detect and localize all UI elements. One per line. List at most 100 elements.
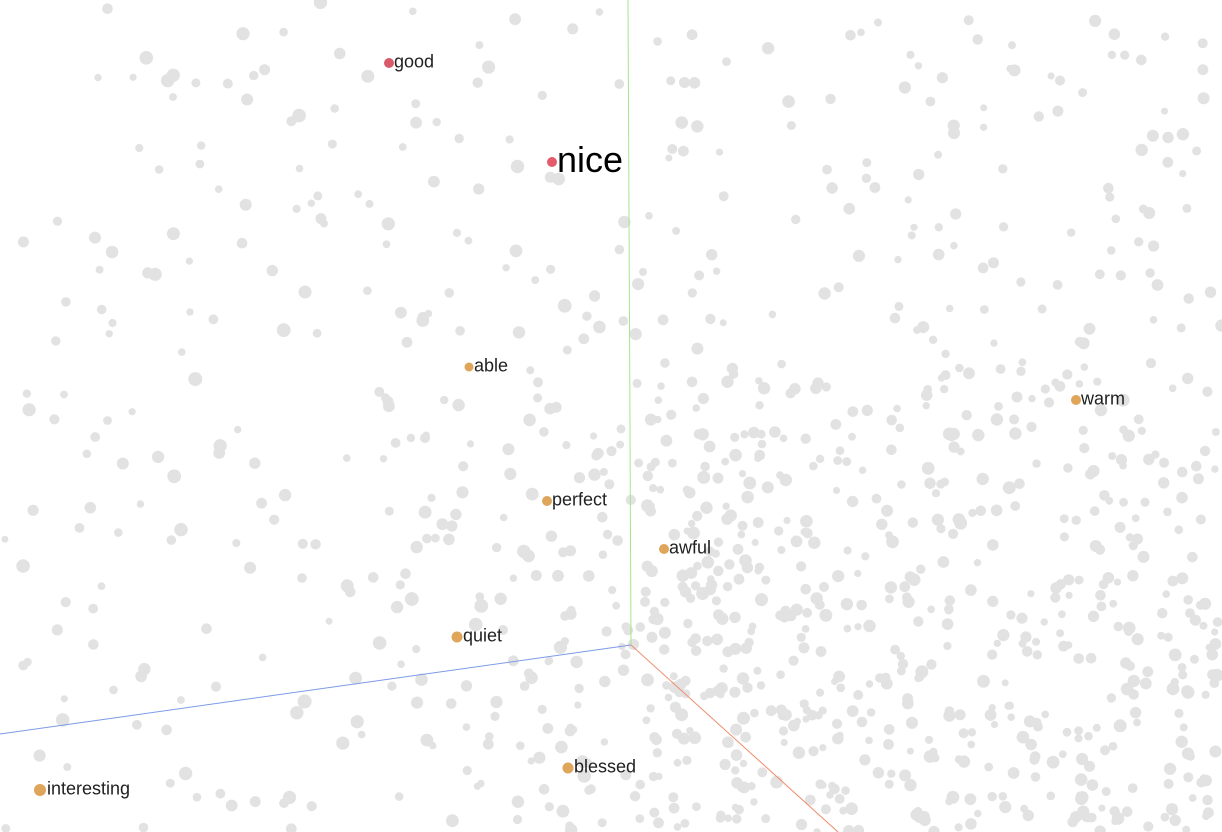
embedding-point	[963, 15, 974, 26]
embedding-point	[1095, 590, 1106, 601]
embedding-point	[665, 154, 673, 162]
embedding-point	[88, 603, 99, 614]
embedding-point	[931, 513, 945, 526]
embedding-point	[693, 429, 704, 440]
label-blessed[interactable]: blessed	[574, 756, 637, 777]
embedding-point	[530, 570, 542, 581]
embedding-point	[588, 290, 601, 302]
embedding-point	[167, 469, 182, 484]
embedding-point	[395, 306, 407, 319]
label-good[interactable]: good	[394, 51, 435, 72]
embedding-point	[668, 792, 679, 803]
embedding-point	[921, 461, 935, 475]
embedding-point	[834, 794, 845, 804]
embedding-point	[861, 404, 873, 416]
embedding-point	[472, 77, 483, 88]
embedding-point	[702, 635, 713, 647]
embedding-point	[687, 288, 697, 298]
embedding-point	[753, 666, 762, 675]
embedding-point	[1059, 532, 1069, 542]
embedding-point	[105, 245, 119, 259]
embedding-point	[937, 374, 946, 382]
embedding-point	[295, 164, 304, 173]
embedding-point	[333, 47, 346, 60]
label-nice[interactable]: nice	[557, 138, 624, 180]
embedding-point	[841, 786, 850, 795]
embedding-point	[410, 116, 422, 129]
embedding-point	[519, 681, 530, 691]
embedding-point	[716, 810, 726, 820]
embedding-point	[697, 470, 711, 484]
embedding-point	[259, 64, 271, 76]
point-interesting[interactable]	[34, 784, 46, 796]
embedding-point	[818, 706, 827, 715]
label-warm[interactable]: warm	[1081, 388, 1125, 409]
embedding-point	[269, 514, 280, 525]
point-able[interactable]	[464, 362, 474, 372]
point-warm[interactable]	[1071, 395, 1081, 405]
embedding-point	[641, 560, 653, 572]
embedding-point	[598, 550, 608, 559]
point-awful[interactable]	[659, 544, 669, 554]
embedding-point	[1083, 760, 1096, 772]
embedding-point	[796, 632, 806, 643]
embedding-point	[730, 723, 743, 736]
embedding-point	[1148, 240, 1160, 252]
point-perfect[interactable]	[542, 496, 552, 506]
embedding-point	[668, 528, 681, 541]
embedding-point	[798, 642, 810, 654]
embedding-point	[724, 559, 735, 570]
point-good[interactable]	[384, 58, 394, 68]
embedding-point	[292, 204, 301, 213]
embedding-point	[999, 801, 1012, 814]
embedding-point	[1190, 654, 1199, 664]
embedding-point	[972, 34, 983, 45]
embedding-point	[1018, 639, 1027, 648]
embedding-point	[751, 538, 759, 547]
embedding-point	[715, 682, 728, 695]
embedding-point	[980, 123, 988, 131]
embedding-point	[490, 695, 503, 709]
label-awful[interactable]: awful	[669, 537, 712, 558]
embedding-point	[109, 685, 118, 695]
embedding-point	[1145, 268, 1155, 278]
embedding-point	[512, 326, 526, 339]
embedding-point	[742, 682, 753, 693]
embedding-point	[928, 825, 940, 832]
embedding-point	[1006, 610, 1016, 620]
embedding-point	[683, 618, 693, 629]
embedding-point	[956, 447, 965, 456]
point-nice[interactable]	[547, 157, 557, 167]
embedding-point	[509, 13, 521, 26]
point-quiet[interactable]	[451, 631, 463, 643]
embedding-point	[166, 535, 177, 545]
label-quiet[interactable]: quiet	[463, 625, 503, 646]
embedding-point	[188, 372, 203, 387]
label-interesting[interactable]: interesting	[47, 778, 131, 799]
embedding-point	[977, 262, 989, 274]
embedding-point	[427, 493, 436, 502]
point-blessed[interactable]	[562, 762, 574, 774]
embedding-point	[601, 626, 612, 637]
embedding-point	[1131, 633, 1144, 646]
embedding-point	[739, 759, 748, 768]
embedding-point	[1183, 595, 1193, 605]
embedding-point	[1076, 791, 1089, 804]
embedding-point	[249, 457, 261, 469]
embedding-point	[693, 561, 702, 571]
embedding-point	[977, 674, 990, 688]
embedding-point	[678, 145, 689, 157]
embedding-point	[660, 358, 670, 368]
embedding-point	[711, 633, 723, 646]
embedding-point	[902, 592, 912, 603]
embedding-point	[82, 449, 92, 459]
label-perfect[interactable]: perfect	[552, 489, 608, 510]
embedding-point	[1026, 421, 1037, 432]
embedding-point	[325, 617, 333, 625]
embedding-point	[142, 267, 154, 279]
embedding-point	[1211, 465, 1219, 473]
label-able[interactable]: able	[474, 355, 509, 376]
embedding-point	[63, 763, 72, 771]
